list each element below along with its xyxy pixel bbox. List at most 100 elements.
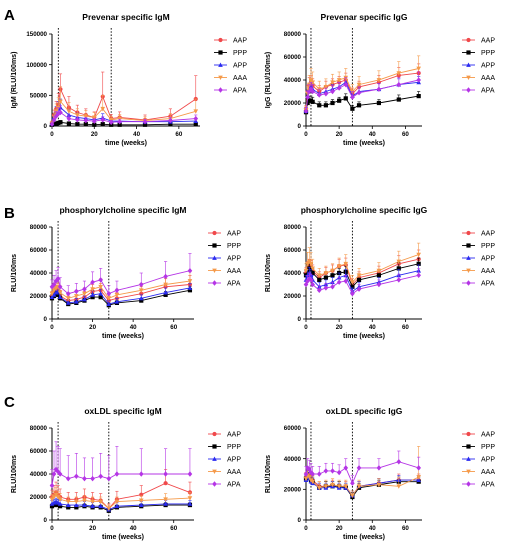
data-point xyxy=(350,106,355,111)
x-tick-label: 40 xyxy=(130,324,137,331)
data-point xyxy=(187,285,193,290)
data-point xyxy=(114,287,120,293)
data-point xyxy=(83,117,89,124)
data-point xyxy=(114,471,120,477)
series-aap xyxy=(49,469,193,511)
y-tick-label: 60000 xyxy=(30,448,48,455)
series-apa xyxy=(303,71,421,114)
legend-marker xyxy=(466,87,471,93)
data-point xyxy=(396,97,401,102)
data-point xyxy=(303,268,309,274)
data-point xyxy=(316,92,322,98)
data-point xyxy=(310,479,315,485)
x-tick-label: 40 xyxy=(130,525,137,532)
y-tick-label: 60000 xyxy=(284,247,302,254)
data-point xyxy=(376,86,382,92)
data-point xyxy=(416,475,421,480)
legend-marker xyxy=(212,481,217,487)
data-point xyxy=(356,286,362,292)
x-axis-label: time (weeks) xyxy=(102,333,144,340)
data-point xyxy=(337,98,342,103)
legend-marker xyxy=(466,268,471,274)
legend-label: AAA xyxy=(227,469,241,476)
y-tick-label: 20000 xyxy=(30,293,48,300)
data-point xyxy=(74,473,79,480)
data-point xyxy=(303,108,309,114)
y-tick-label: 40000 xyxy=(30,270,48,277)
series-line xyxy=(51,501,190,511)
legend-marker xyxy=(466,280,471,286)
chart-1: Prevenar specific IgM 0 50000 100000 150000 0… xyxy=(11,12,247,147)
data-point xyxy=(58,120,63,125)
data-point xyxy=(350,284,355,289)
x-tick-label: 40 xyxy=(369,131,376,138)
chart-3: phosphorylcholine specific IgM 0 20000 4000… xyxy=(11,205,241,340)
legend-marker xyxy=(466,230,471,236)
data-point xyxy=(82,475,87,482)
data-point xyxy=(66,121,72,126)
data-point xyxy=(74,502,79,507)
data-point xyxy=(65,502,71,507)
data-point xyxy=(98,295,103,300)
legend-marker xyxy=(212,268,217,274)
legend-label: PPP xyxy=(481,444,495,451)
x-tick-label: 20 xyxy=(336,131,343,138)
data-point xyxy=(65,296,71,301)
data-point xyxy=(310,270,315,276)
legend-marker xyxy=(466,255,471,260)
data-point xyxy=(66,109,72,114)
x-tick-label: 60 xyxy=(402,131,409,138)
data-point xyxy=(308,261,314,267)
data-point xyxy=(330,468,335,474)
data-point xyxy=(57,284,63,290)
data-point xyxy=(323,85,329,90)
data-point xyxy=(53,492,59,498)
legend-marker xyxy=(466,456,471,461)
data-point xyxy=(305,100,310,106)
x-tick-label: 0 xyxy=(304,131,308,138)
data-point xyxy=(51,288,57,293)
y-tick-label: 60000 xyxy=(284,425,302,432)
series-aaa xyxy=(303,242,421,285)
data-point xyxy=(163,471,168,477)
legend-label: AAA xyxy=(481,469,495,476)
data-point xyxy=(54,121,59,126)
data-point xyxy=(139,298,144,303)
legend-label: APA xyxy=(227,482,241,489)
data-point xyxy=(82,286,87,292)
data-point xyxy=(316,471,322,477)
chart-6: oxLDL specific IgG 0 20000 40000 60000 0 20 40 6… xyxy=(265,406,495,541)
y-tick-label: 40000 xyxy=(284,270,302,277)
chart-title: oxLDL specific IgM xyxy=(84,406,161,416)
data-point xyxy=(51,117,57,123)
data-point xyxy=(51,292,57,297)
data-point xyxy=(330,279,335,285)
data-point xyxy=(187,279,193,284)
x-tick-label: 60 xyxy=(170,324,177,331)
series-line xyxy=(51,270,191,295)
x-axis-label: time (weeks) xyxy=(105,140,147,147)
data-point xyxy=(376,465,382,471)
data-point xyxy=(106,506,112,512)
legend-label: APP xyxy=(481,63,495,70)
data-point xyxy=(90,503,95,509)
legend-label: APA xyxy=(481,482,495,489)
data-point xyxy=(75,113,80,118)
data-point xyxy=(416,94,421,99)
data-point xyxy=(106,475,112,482)
series-apa xyxy=(49,105,199,127)
data-point xyxy=(114,499,120,505)
data-point xyxy=(330,268,335,274)
data-point xyxy=(138,288,144,293)
data-point xyxy=(330,273,335,278)
legend-label: PPP xyxy=(233,50,247,57)
data-point xyxy=(66,112,72,117)
data-point xyxy=(106,296,112,301)
x-tick-label: 40 xyxy=(369,525,376,532)
legend-marker xyxy=(212,255,217,260)
data-point xyxy=(74,294,79,299)
data-point xyxy=(336,264,342,269)
data-point xyxy=(330,284,335,290)
data-point xyxy=(343,81,349,88)
series-apa xyxy=(303,450,421,486)
